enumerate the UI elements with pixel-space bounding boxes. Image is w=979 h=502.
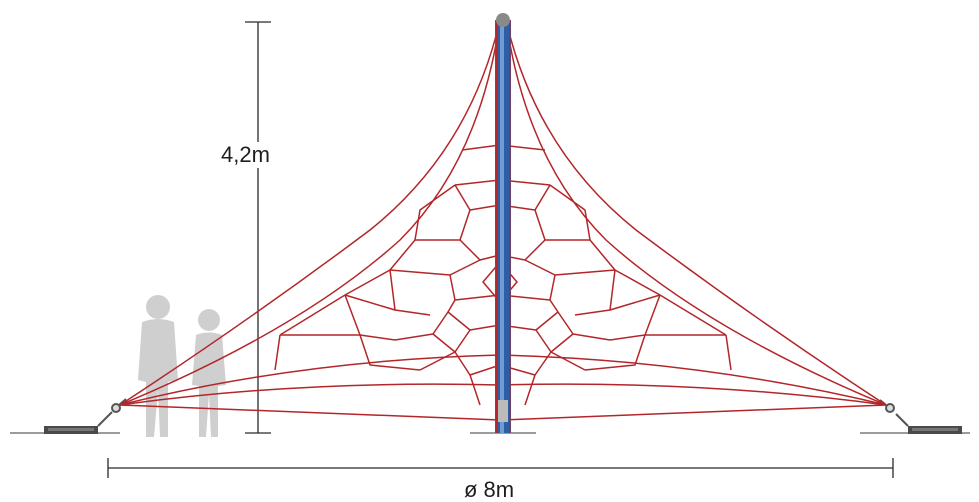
height-label: 4,2m [221,142,270,168]
child-silhouette-icon [192,309,226,437]
diameter-dimension [107,458,894,478]
ground-anchor-right [908,426,962,434]
diameter-label: ø 8m [464,477,515,502]
ground-anchor-left [44,426,98,434]
turnbuckle-left-icon [97,398,127,427]
height-dimension [245,21,271,434]
child-silhouette-icon [138,295,178,437]
central-pole [495,13,511,433]
